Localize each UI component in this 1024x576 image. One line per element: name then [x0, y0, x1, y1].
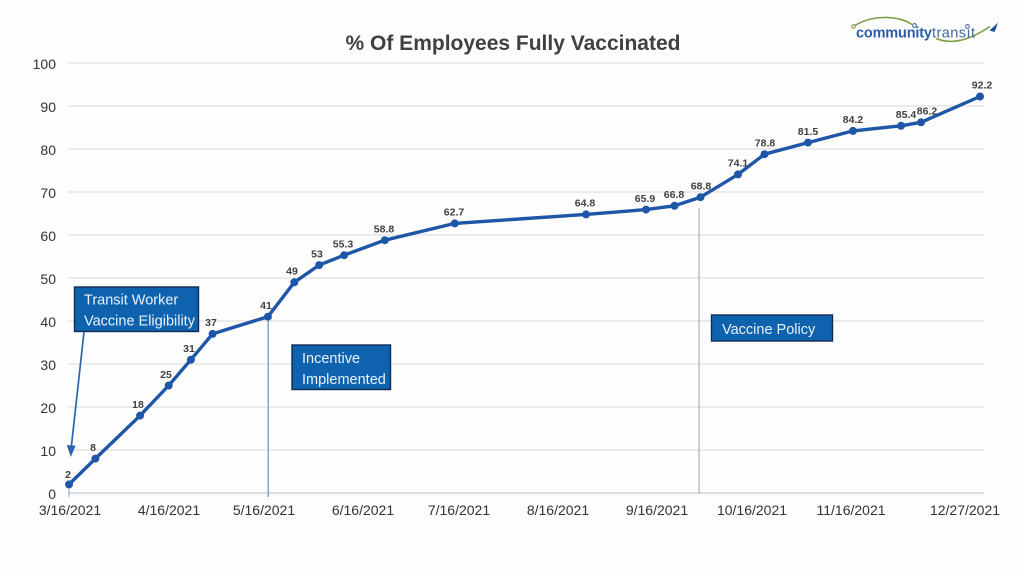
svg-text:100: 100: [33, 56, 57, 72]
svg-text:37: 37: [205, 317, 217, 329]
svg-text:8: 8: [90, 442, 96, 454]
svg-text:25: 25: [160, 369, 172, 381]
svg-text:58.8: 58.8: [374, 224, 395, 236]
svg-text:40: 40: [40, 314, 56, 330]
svg-text:68.8: 68.8: [691, 181, 712, 193]
svg-text:70: 70: [40, 185, 56, 201]
svg-text:90: 90: [40, 99, 56, 115]
svg-text:Vaccine Eligibility: Vaccine Eligibility: [84, 314, 196, 330]
svg-text:9/16/2021: 9/16/2021: [626, 502, 688, 518]
svg-text:41: 41: [260, 300, 272, 312]
svg-text:81.5: 81.5: [798, 126, 819, 138]
svg-text:2: 2: [65, 469, 71, 481]
svg-text:80: 80: [40, 142, 56, 158]
svg-text:60: 60: [40, 228, 56, 244]
svg-text:85.4: 85.4: [896, 109, 917, 121]
svg-text:Transit Worker: Transit Worker: [84, 293, 178, 309]
svg-text:Vaccine Policy: Vaccine Policy: [722, 322, 816, 338]
svg-text:31: 31: [183, 343, 195, 355]
svg-text:10: 10: [40, 443, 56, 459]
svg-text:12/27/2021: 12/27/2021: [930, 502, 1000, 518]
svg-text:7/16/2021: 7/16/2021: [428, 502, 490, 518]
svg-text:5/16/2021: 5/16/2021: [233, 502, 295, 518]
svg-text:30: 30: [40, 357, 56, 373]
svg-text:8/16/2021: 8/16/2021: [527, 502, 589, 518]
svg-text:Implemented: Implemented: [302, 372, 386, 388]
svg-text:0: 0: [48, 486, 56, 502]
svg-text:4/16/2021: 4/16/2021: [138, 502, 200, 518]
svg-text:66.8: 66.8: [664, 189, 685, 201]
svg-text:50: 50: [40, 271, 56, 287]
svg-text:3/16/2021: 3/16/2021: [39, 502, 101, 518]
svg-text:% Of Employees Fully Vaccinate: % Of Employees Fully Vaccinated: [346, 32, 681, 55]
svg-text:55.3: 55.3: [333, 239, 354, 251]
svg-text:10/16/2021: 10/16/2021: [717, 502, 787, 518]
svg-text:84.2: 84.2: [843, 114, 864, 126]
svg-text:20: 20: [40, 400, 56, 416]
svg-text:64.8: 64.8: [575, 198, 596, 210]
svg-text:6/16/2021: 6/16/2021: [332, 502, 394, 518]
svg-text:74.1: 74.1: [728, 158, 749, 170]
svg-text:78.8: 78.8: [755, 138, 776, 150]
svg-text:65.9: 65.9: [635, 193, 656, 205]
svg-text:community: community: [856, 26, 932, 42]
svg-text:11/16/2021: 11/16/2021: [816, 502, 885, 518]
svg-text:86.2: 86.2: [917, 106, 938, 118]
svg-text:18: 18: [132, 399, 144, 411]
svg-text:transıt: transıt: [932, 26, 975, 42]
svg-text:92.2: 92.2: [972, 80, 993, 92]
svg-text:49: 49: [286, 266, 298, 278]
svg-text:62.7: 62.7: [444, 207, 465, 219]
svg-text:Incentive: Incentive: [302, 351, 360, 367]
svg-text:53: 53: [311, 249, 323, 261]
